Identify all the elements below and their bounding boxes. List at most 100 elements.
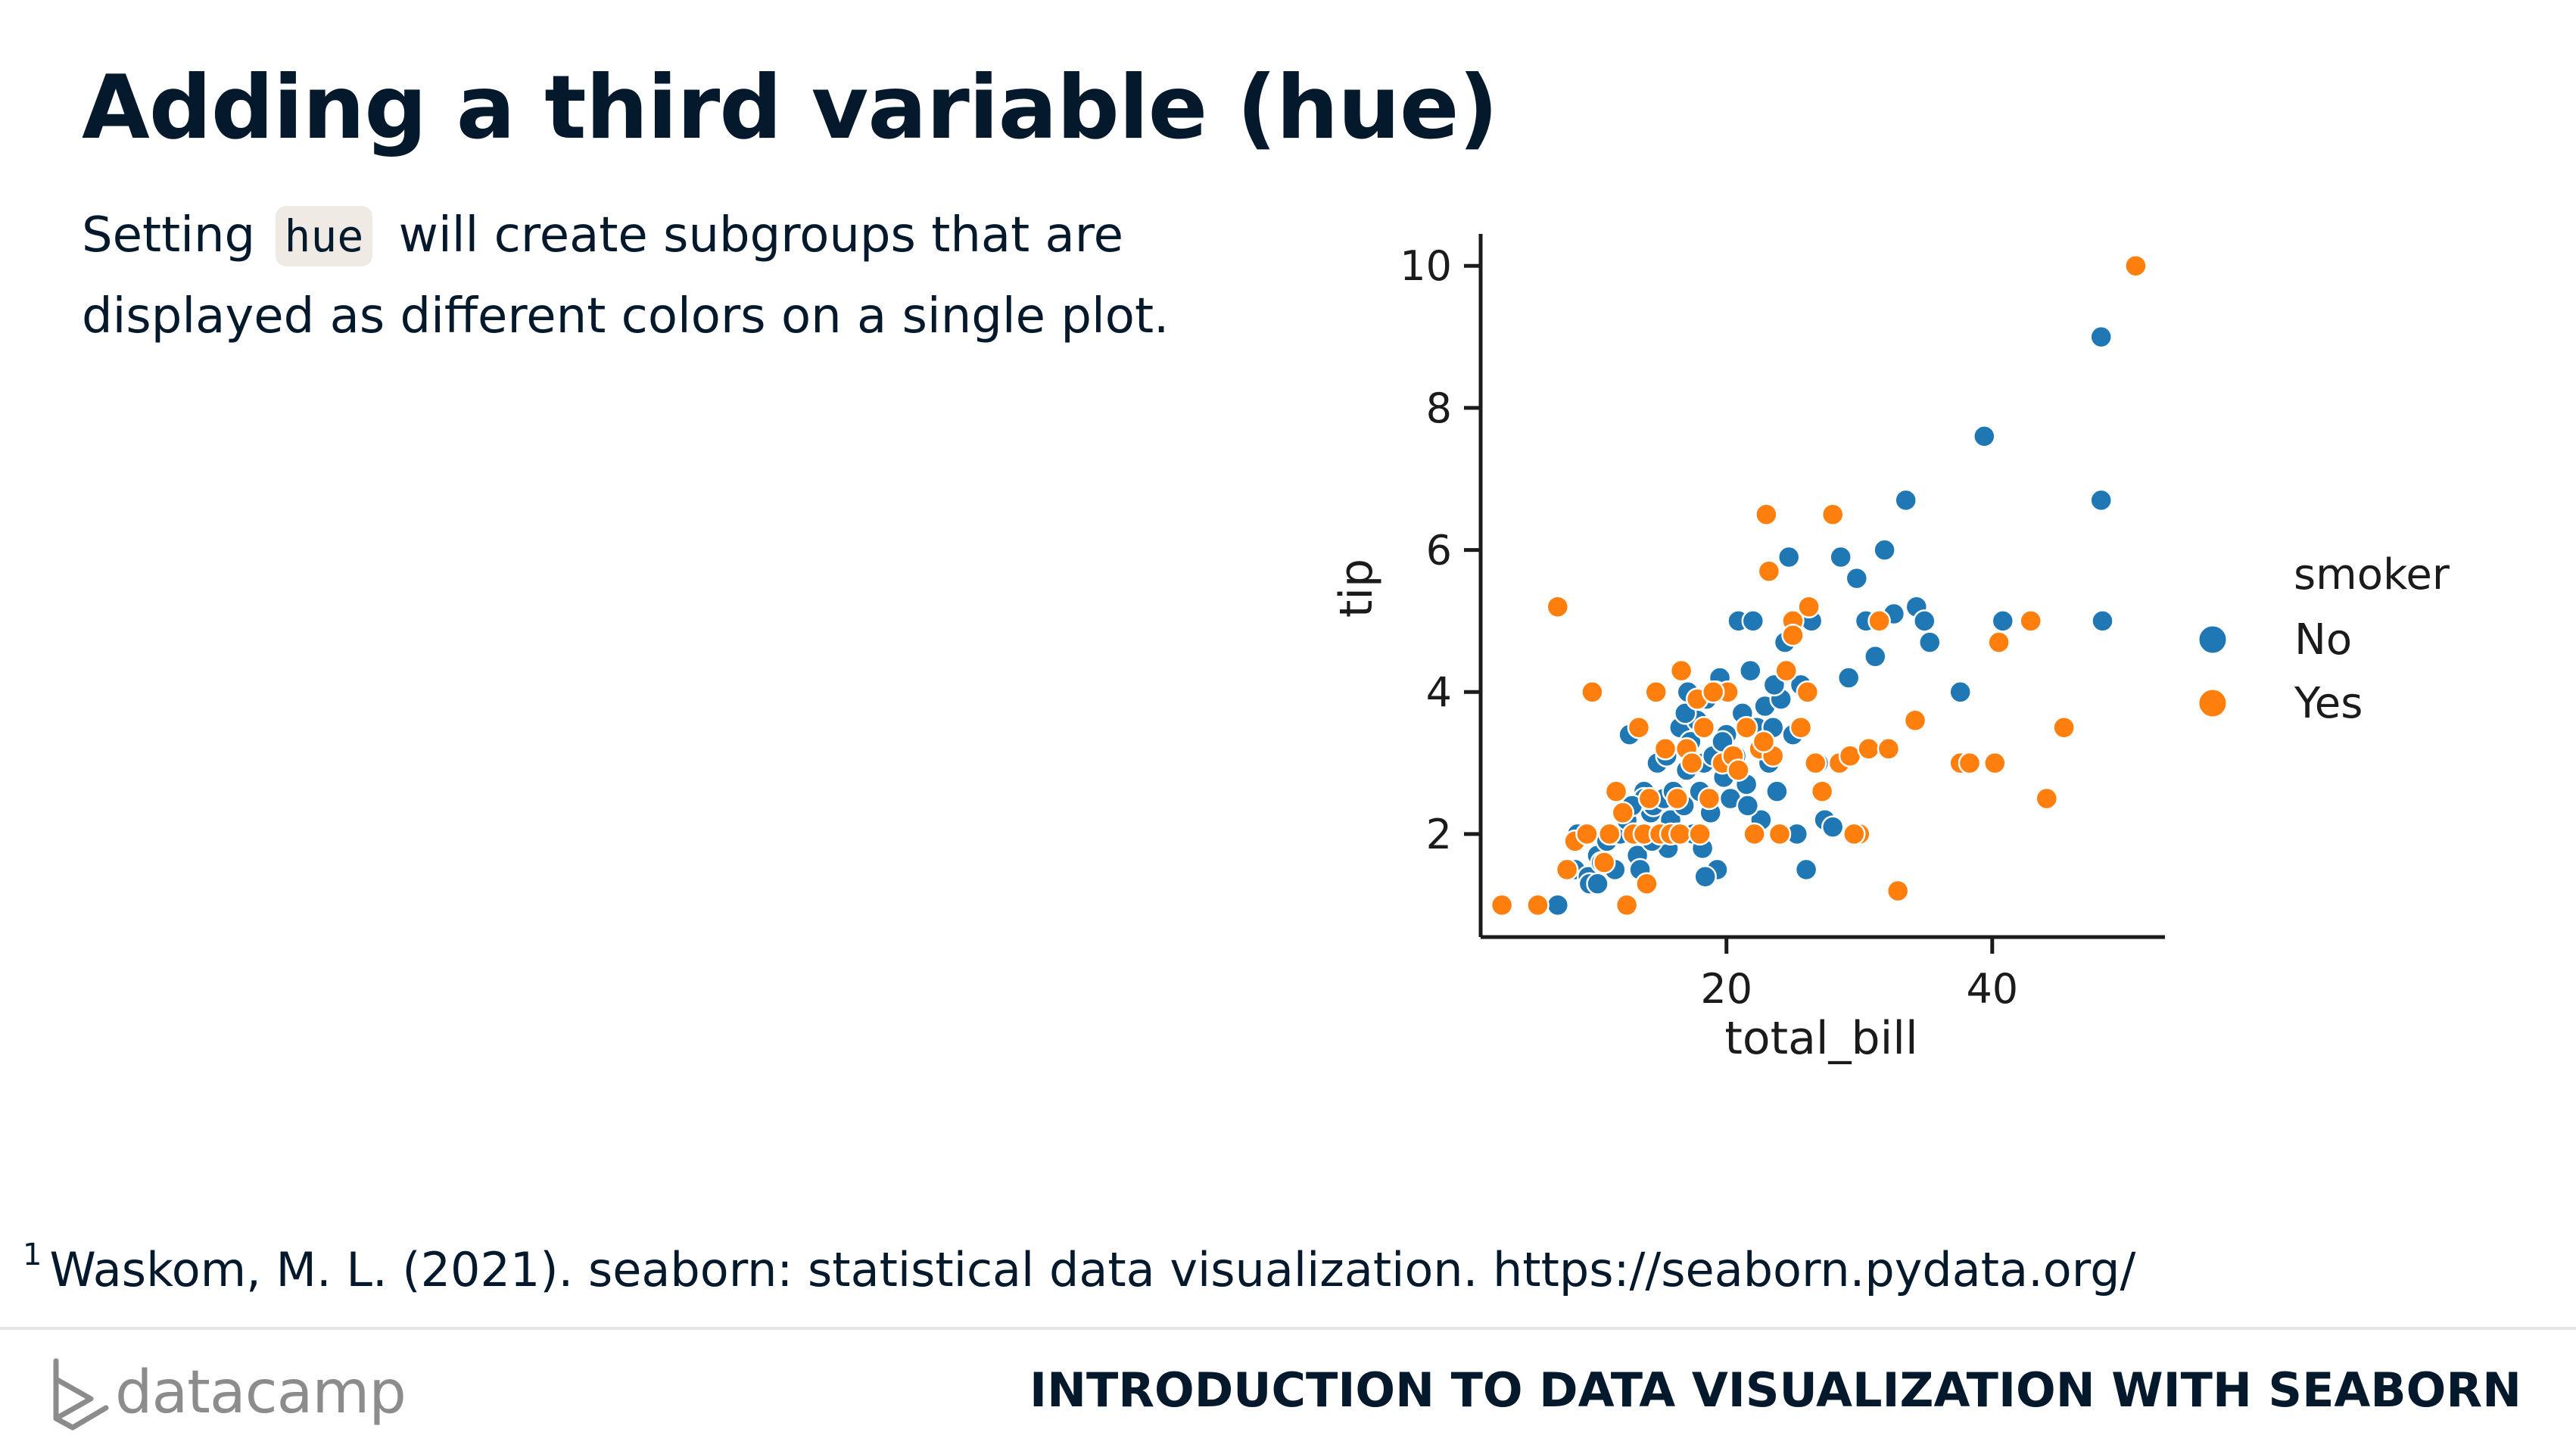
data-point-yes [1752, 730, 1776, 754]
data-point-yes [2124, 254, 2148, 278]
legend-label-yes: Yes [2294, 679, 2363, 728]
y-tick-label: 6 [1426, 527, 1452, 574]
data-point-yes [1867, 609, 1891, 633]
data-point-yes [1987, 631, 2011, 654]
slide-title: Adding a third variable (hue) [82, 57, 1499, 159]
data-point-no [1736, 794, 1760, 817]
y-tick-label: 2 [1426, 811, 1452, 858]
data-point-yes [1598, 822, 1621, 846]
data-point-no [1873, 538, 1896, 562]
data-point-yes [1774, 659, 1798, 683]
data-point-no [1973, 425, 1996, 448]
slide-body: Setting hue will create subgroups that a… [82, 195, 1263, 357]
legend-label-no: No [2294, 615, 2352, 665]
data-point-no [1894, 488, 1917, 512]
y-axis-label: tip [1330, 559, 1383, 618]
x-ticks: 20 40 [1700, 937, 2018, 1013]
data-points [1490, 254, 2148, 917]
data-point-no [1739, 659, 1762, 683]
data-point-yes [1604, 780, 1628, 803]
datacamp-logo: datacamp [47, 1351, 406, 1434]
data-point-yes [2019, 609, 2042, 633]
data-point-yes [1958, 751, 1982, 775]
data-point-yes [1857, 737, 1880, 761]
code-hue: hue [275, 206, 373, 266]
data-point-yes [1727, 758, 1750, 782]
data-point-yes [1490, 893, 1514, 917]
data-point-no [1836, 666, 1861, 690]
data-point-yes [1526, 893, 1550, 917]
data-point-no [1794, 858, 1818, 882]
x-tick-label: 40 [1966, 965, 2018, 1013]
data-point-yes [1768, 822, 1792, 846]
legend-marker-no [2197, 624, 2229, 655]
course-name: INTRODUCTION TO DATA VISUALIZATION WITH … [1029, 1362, 2521, 1418]
data-point-no [1821, 815, 1845, 839]
data-point-yes [2052, 715, 2076, 740]
footnote: 1 Waskom, M. L. (2021). seaborn: statisti… [23, 1238, 2135, 1297]
data-point-no [2089, 325, 2113, 349]
footnote-marker: 1 [23, 1238, 42, 1272]
data-point-yes [1983, 751, 2007, 775]
data-point-yes [1797, 595, 1821, 618]
data-point-no [1829, 545, 1852, 569]
data-point-yes [1665, 786, 1690, 811]
data-point-no [1845, 566, 1869, 590]
x-tick-label: 20 [1700, 965, 1752, 1013]
data-point-yes [1781, 623, 1805, 647]
data-point-yes [1789, 715, 1813, 740]
body-text-lead: Setting [82, 207, 271, 263]
data-point-no [1741, 609, 1765, 633]
data-point-no [1864, 645, 1887, 668]
data-point-yes [1581, 680, 1604, 704]
data-point-yes [1692, 715, 1716, 740]
data-point-yes [1637, 786, 1662, 811]
data-point-yes [1877, 737, 1901, 761]
data-point-yes [1680, 751, 1704, 775]
data-point-yes [1821, 503, 1845, 526]
footnote-text: Waskom, M. L. (2021). seaborn: statistic… [49, 1242, 2136, 1297]
datacamp-logo-icon [53, 1358, 109, 1431]
y-ticks: 2 4 6 8 10 [1400, 242, 1481, 858]
y-tick-label: 10 [1400, 242, 1452, 290]
data-point-yes [1842, 822, 1866, 846]
data-point-yes [1697, 786, 1721, 811]
data-point-no [1948, 680, 1972, 704]
data-point-no [1693, 864, 1717, 889]
data-point-yes [1886, 879, 1910, 903]
data-point-yes [1688, 822, 1712, 846]
legend-title: smoker [2294, 550, 2450, 599]
data-point-yes [1575, 822, 1599, 846]
data-point-yes [1796, 680, 1820, 704]
legend-marker-yes [2197, 687, 2229, 719]
footer-divider [0, 1327, 2576, 1330]
data-point-yes [1734, 715, 1758, 740]
data-point-yes [1669, 659, 1693, 683]
data-point-yes [1644, 680, 1668, 704]
data-point-yes [1555, 858, 1579, 882]
data-point-no [2089, 488, 2113, 512]
data-point-no [1546, 893, 1570, 917]
data-point-yes [2035, 786, 2059, 811]
data-point-yes [1743, 822, 1766, 846]
legend: smoker No Yes [2197, 550, 2450, 728]
data-point-no [1765, 780, 1789, 803]
data-point-yes [1804, 751, 1827, 775]
data-point-no [1991, 609, 2015, 633]
data-point-yes [1810, 780, 1834, 803]
data-point-no [1586, 872, 1609, 895]
data-point-yes [1627, 715, 1651, 740]
data-point-yes [1615, 893, 1639, 917]
data-point-no [1777, 545, 1801, 569]
data-point-yes [1653, 737, 1677, 761]
body-text-rest: will create subgroups that are displayed… [82, 207, 1170, 344]
data-point-yes [1701, 680, 1725, 704]
data-point-yes [1755, 503, 1778, 526]
data-point-yes [1592, 851, 1616, 874]
data-point-yes [1668, 822, 1692, 846]
x-axis-label: total_bill [1724, 1012, 1917, 1065]
data-point-yes [1635, 872, 1659, 895]
data-point-yes [1903, 708, 1927, 733]
data-point-no [1918, 631, 1942, 654]
